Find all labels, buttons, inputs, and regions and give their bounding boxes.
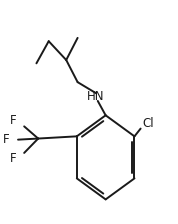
Text: HN: HN (86, 90, 104, 103)
Text: Cl: Cl (143, 116, 154, 129)
Text: F: F (10, 114, 16, 127)
Text: F: F (3, 133, 10, 146)
Text: F: F (10, 152, 16, 165)
